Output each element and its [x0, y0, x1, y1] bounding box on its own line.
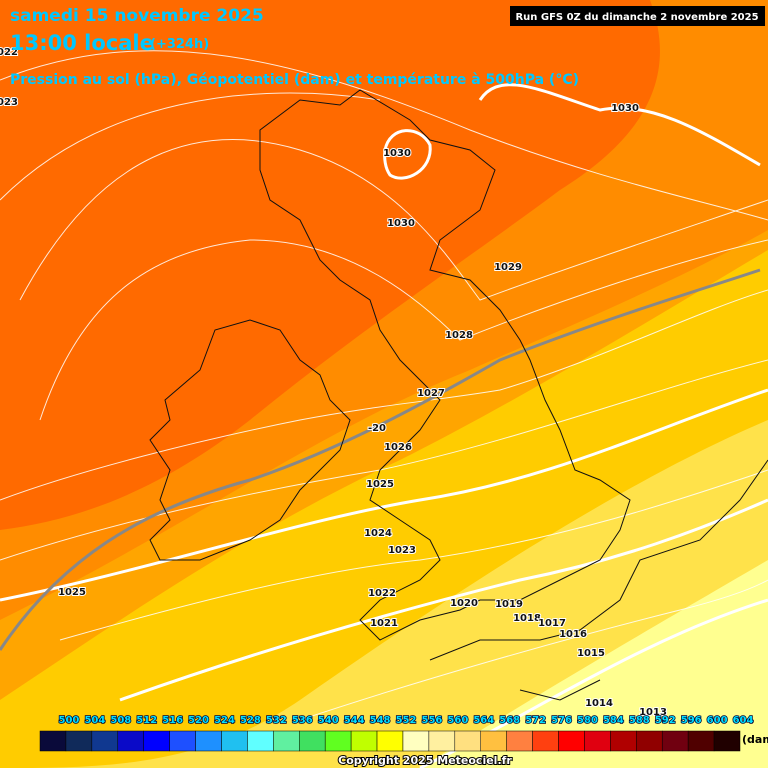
legend-swatch: [350, 730, 378, 752]
legend-label: 544: [344, 715, 365, 726]
legend-swatch: [402, 730, 430, 752]
legend-label: 580: [577, 715, 598, 726]
coastlines: [149, 89, 768, 701]
legend-swatch: [506, 730, 533, 752]
legend-label: 500: [59, 715, 80, 726]
legend-swatch: [610, 730, 637, 752]
isobar-label: 1030: [387, 218, 415, 229]
legend-swatch: [532, 730, 559, 752]
legend-label: 560: [447, 715, 468, 726]
legend-swatch: [117, 730, 144, 752]
legend-label: 576: [551, 715, 572, 726]
legend-label: 572: [525, 715, 546, 726]
isobar-label: 1024: [364, 528, 392, 539]
legend-unit: (dam): [742, 733, 768, 746]
legend-label: 556: [421, 715, 442, 726]
isobar-label: 1016: [559, 629, 587, 640]
legend-label: 528: [240, 715, 261, 726]
isobar-label: -20: [368, 423, 386, 434]
legend-swatch: [65, 730, 93, 752]
copyright: Copyright 2025 Meteociel.fr: [338, 754, 512, 767]
legend-label: 600: [707, 715, 728, 726]
isobar-label: 1022: [0, 47, 18, 58]
legend-label: 552: [396, 715, 417, 726]
legend-swatch: [169, 730, 196, 752]
isobar-label: 1029: [494, 262, 522, 273]
isotherm: [0, 268, 761, 651]
legend-label: 592: [655, 715, 676, 726]
isobar-label: 1025: [58, 587, 86, 598]
map-labels: 1030 1030 1030 1029 1028 1027 -20 1026 1025 1024 1…: [0, 46, 668, 719]
isobar-label: 1022: [368, 588, 396, 599]
isobar-label: 1018: [513, 613, 541, 624]
legend-label: 596: [681, 715, 702, 726]
legend-swatch: [195, 730, 222, 752]
legend-swatch: [39, 730, 67, 752]
legend-label: 536: [292, 715, 313, 726]
legend-label: 604: [733, 715, 754, 726]
isobar-label: 1019: [495, 599, 523, 610]
legend-label: 568: [499, 715, 520, 726]
legend-label: 532: [266, 715, 287, 726]
legend-swatch: [221, 730, 248, 752]
legend-swatch: [273, 730, 300, 752]
legend-swatch: [454, 730, 481, 752]
legend-label: 524: [214, 715, 235, 726]
legend-swatch: [687, 730, 715, 752]
legend-swatch: [247, 730, 274, 752]
subtitle: 13:00 locale: [10, 31, 154, 55]
isobar-label: 1023: [388, 545, 416, 556]
isobar-label: 1026: [384, 442, 412, 453]
legend-label: 516: [162, 715, 183, 726]
legend-swatch: [143, 730, 170, 752]
legend-label: 540: [318, 715, 339, 726]
legend-label: 564: [473, 715, 494, 726]
run-label: Run GFS 0Z du dimanche 2 novembre 2025: [515, 12, 758, 23]
legend-swatch: [428, 730, 456, 752]
legend-swatch: [91, 730, 119, 752]
legend-swatch: [324, 730, 352, 752]
isobar-label: 1015: [577, 648, 605, 659]
legend-swatch: [661, 730, 689, 752]
isobar-label: 1021: [370, 618, 398, 629]
description: Pression au sol (hPa), Géopotentiel (dam…: [10, 72, 579, 88]
isobar-label: 1030: [383, 148, 411, 159]
legend-label: 588: [629, 715, 650, 726]
legend-label: 508: [110, 715, 131, 726]
legend-label: 520: [188, 715, 209, 726]
isobar-label: 1023: [0, 97, 18, 108]
isobar-label: 1028: [445, 330, 473, 341]
offset: (+324h): [150, 37, 209, 52]
isobar-label: 1030: [611, 103, 639, 114]
legend-label: 504: [84, 715, 105, 726]
legend-swatch: [480, 730, 507, 752]
legend-swatch: [636, 730, 663, 752]
run-box: [510, 6, 765, 26]
isobar-label: 1020: [450, 598, 478, 609]
title: samedi 15 novembre 2025: [10, 6, 264, 26]
isobar-label: 1014: [585, 698, 613, 709]
legend-swatch: [584, 730, 611, 752]
legend-swatch: [299, 730, 326, 752]
legend-label: 548: [370, 715, 391, 726]
legend-swatch: [558, 730, 585, 752]
isobar-label: 1017: [538, 618, 566, 629]
legend-label: 584: [603, 715, 624, 726]
legend-swatch: [376, 730, 404, 752]
legend: 500 504 508 512 516 520 524 528 532 536 540 544 548 5…: [39, 714, 754, 752]
legend-swatch: [713, 730, 741, 752]
isobar-label: 1027: [417, 388, 445, 399]
isobars: [0, 50, 768, 770]
isobar-label: 1025: [366, 479, 394, 490]
isobar-label: 1013: [639, 707, 667, 718]
legend-label: 512: [136, 715, 157, 726]
